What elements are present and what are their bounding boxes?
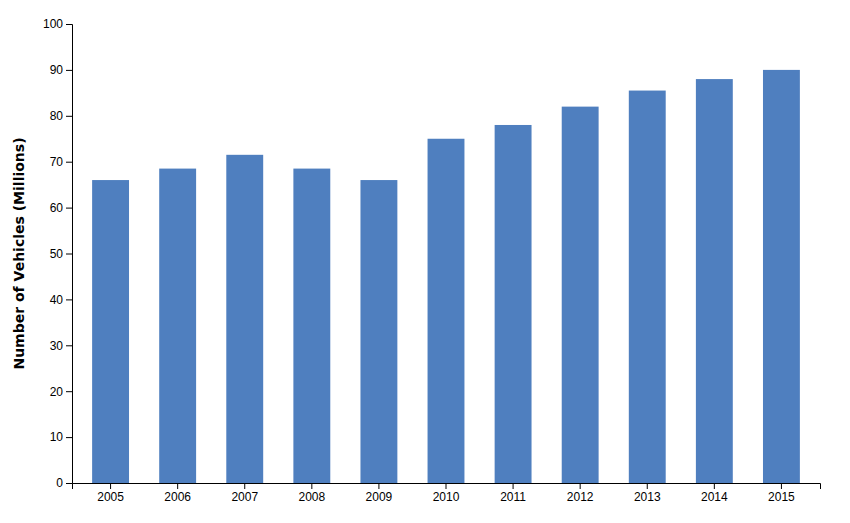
y-axis-title: Number of Vehicles (Millions) [11,137,27,369]
y-tick-label: 10 [50,430,64,444]
y-tick: 10 [50,430,72,444]
bar [360,180,397,483]
y-tick-label: 100 [43,17,63,31]
y-tick-mark [66,483,72,484]
x-tick-label: 2010 [433,490,460,504]
y-tick: 30 [50,339,72,353]
y-tick-mark [66,345,72,346]
x-tick: 2011 [500,483,526,504]
x-tick: 2009 [366,483,393,504]
bar [696,79,733,483]
x-tick-mark [714,483,715,489]
x-tick-label: 2008 [298,490,325,504]
y-axis-line [66,25,73,484]
y-tick: 90 [50,63,72,77]
x-tick: 2007 [231,483,258,504]
y-tick: 80 [50,109,72,123]
y-axis: 0 10 20 30 40 50 60 70 80 90 100 [43,17,73,490]
y-tick-mark [66,70,72,71]
x-tick-mark [781,483,782,489]
y-tick-label: 40 [50,293,64,307]
bar [428,139,465,483]
x-tick-mark [446,483,447,489]
y-tick-mark [66,208,72,209]
x-tick: 2015 [768,483,795,504]
x-tick-mark [110,483,111,489]
bar [562,107,599,483]
y-tick-mark [66,116,72,117]
bars [92,70,800,483]
x-tick: 2014 [701,483,728,504]
x-tick-label: 2009 [366,490,393,504]
x-tick: 2012 [567,483,594,504]
x-tick-label: 2015 [768,490,795,504]
x-axis: 2005 2006 2007 2008 2009 2010 2011 2012 2013 2014… [73,483,821,504]
plot: 2005200620072008200920102011201220132014… [43,17,821,503]
x-tick-label: 2006 [164,490,191,504]
y-tick-label: 80 [50,109,64,123]
x-tick-label: 2007 [231,490,258,504]
bar [226,155,263,483]
x-tick-mark [378,483,379,489]
x-tick-label: 2011 [500,490,526,504]
x-tick-label: 2013 [634,490,661,504]
x-tick: 2013 [634,483,661,504]
x-tick-mark [580,483,581,489]
x-tick-label: 2005 [97,490,124,504]
bar [495,125,532,483]
y-tick: 50 [50,247,72,261]
y-tick-label: 0 [56,476,63,490]
y-tick-mark [66,391,72,392]
y-tick-label: 50 [50,247,64,261]
y-tick-label: 20 [50,385,64,399]
x-tick: 2008 [298,483,325,504]
y-tick-label: 30 [50,339,64,353]
x-tick-label: 2014 [701,490,728,504]
bar [159,169,196,483]
chart: 2005200620072008200920102011201220132014… [0,0,850,523]
x-tick-mark [647,483,648,489]
x-tick-mark [311,483,312,489]
x-tick-mark [177,483,178,489]
bar [293,169,330,483]
x-tick-label: 2012 [567,490,594,504]
y-tick: 40 [50,293,72,307]
y-tick-mark [66,24,72,25]
y-tick-label: 90 [50,63,64,77]
y-tick-label: 60 [50,201,64,215]
x-tick-mark [244,483,245,489]
x-tick: 2005 [97,483,124,504]
x-tick-mark [513,483,514,489]
y-tick-mark [66,299,72,300]
y-tick-mark [66,162,72,163]
bar [763,70,800,483]
bar [629,91,666,483]
y-tick-mark [66,254,72,255]
y-tick: 20 [50,385,72,399]
y-tick: 100 [43,17,72,31]
y-tick-label: 70 [50,155,64,169]
y-tick: 70 [50,155,72,169]
y-tick: 0 [56,476,72,490]
bar [92,180,129,483]
x-axis-line [73,484,821,490]
x-tick: 2006 [164,483,191,504]
x-tick: 2010 [433,483,460,504]
y-tick-mark [66,437,72,438]
y-tick: 60 [50,201,72,215]
